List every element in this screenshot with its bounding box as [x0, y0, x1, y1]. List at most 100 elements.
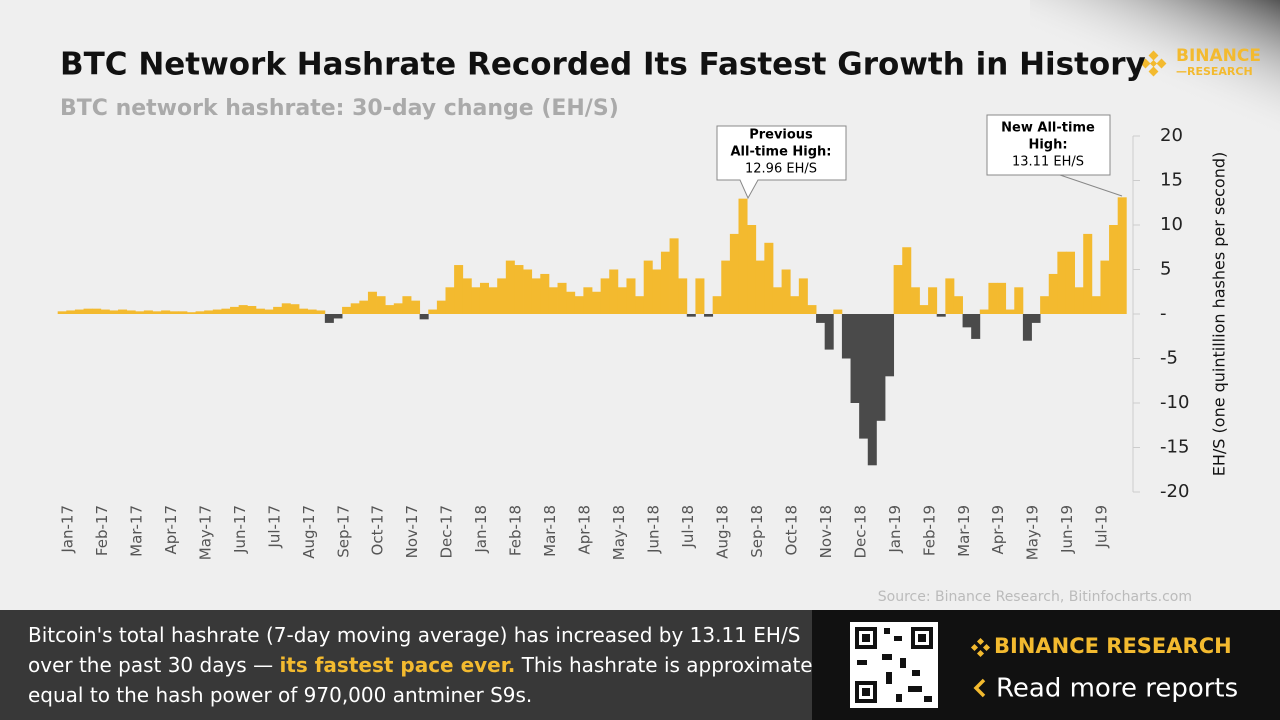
- bar: [928, 287, 938, 314]
- bar: [169, 311, 179, 314]
- bar: [523, 269, 533, 314]
- bar: [479, 282, 489, 314]
- bar: [660, 251, 670, 314]
- bar: [83, 308, 93, 314]
- bar: [367, 291, 377, 314]
- bar: [307, 309, 317, 314]
- bar: [186, 312, 196, 314]
- bar: [393, 303, 403, 314]
- bar: [617, 287, 627, 314]
- bar: [1065, 251, 1076, 314]
- bar: [92, 308, 102, 314]
- x-tick-label: Jan-17: [59, 505, 77, 554]
- bar: [488, 287, 498, 314]
- x-tick-label: Aug-18: [713, 505, 731, 559]
- bar: [738, 198, 748, 314]
- bar: [316, 310, 326, 314]
- footer-line: This hashrate is approximately: [515, 653, 831, 677]
- y-tick-label: -10: [1160, 392, 1189, 413]
- x-tick-label: Oct-17: [369, 505, 387, 555]
- bar: [238, 305, 248, 314]
- x-tick-label: Aug-17: [300, 505, 318, 559]
- x-tick-label: May-18: [610, 505, 628, 560]
- bar: [652, 269, 662, 314]
- y-tick-label: 5: [1160, 259, 1171, 280]
- bar: [807, 305, 817, 314]
- bar: [729, 233, 739, 314]
- bar: [635, 296, 645, 314]
- bar: [945, 278, 955, 314]
- bar: [255, 308, 265, 314]
- footer-line: equal to the hash power of 970,000 antmi…: [28, 683, 533, 707]
- bar: [747, 225, 757, 314]
- chart-subtitle: BTC network hashrate: 30-day change (EH/…: [60, 96, 619, 121]
- chart-title: BTC Network Hashrate Recorded Its Fastes…: [60, 47, 1146, 83]
- x-tick-label: Mar-18: [541, 505, 559, 557]
- chart: BINANCE —RESEARCH BTC Network Hashrate R…: [57, 0, 1280, 605]
- cta[interactable]: Read more reports: [996, 674, 1238, 704]
- bar: [1100, 260, 1110, 314]
- bar: [859, 314, 869, 439]
- bar: [1057, 251, 1067, 314]
- bar: [997, 282, 1007, 314]
- logo-name: BINANCE: [1176, 46, 1261, 66]
- bar: [566, 291, 576, 314]
- x-tick-label: Jul-19: [1093, 505, 1111, 549]
- bar: [936, 314, 946, 317]
- bar: [574, 296, 584, 314]
- bar: [57, 311, 67, 314]
- bar: [402, 296, 412, 314]
- bar: [445, 287, 455, 314]
- bar: [867, 314, 877, 466]
- bar: [411, 300, 421, 314]
- x-tick-label: Jan-18: [472, 505, 490, 554]
- bar: [1074, 287, 1084, 314]
- bar: [893, 265, 903, 314]
- x-tick-label: Oct-18: [782, 505, 800, 555]
- bar: [979, 309, 989, 314]
- y-tick-label: 15: [1160, 170, 1183, 191]
- brand: BINANCE RESEARCH: [994, 634, 1232, 658]
- bar: [557, 282, 567, 314]
- bar: [910, 287, 920, 314]
- bar: [798, 278, 808, 314]
- qr-pattern: [855, 627, 933, 703]
- bar: [143, 310, 153, 314]
- y-axis-label: EH/S (one quintillion hashes per second): [1210, 152, 1229, 476]
- bar: [109, 310, 119, 314]
- bar: [514, 265, 524, 314]
- bar: [1031, 314, 1041, 323]
- bar: [273, 306, 283, 314]
- bar: [298, 308, 309, 314]
- bar: [126, 310, 136, 314]
- bar: [221, 308, 231, 314]
- bar: [436, 300, 446, 314]
- bar: [833, 309, 843, 314]
- bar: [462, 278, 472, 314]
- bar: [919, 305, 929, 314]
- bar: [212, 309, 222, 314]
- bar: [281, 303, 291, 314]
- annotation-value: 13.11 EH/S: [1012, 155, 1084, 170]
- bar: [885, 314, 895, 377]
- bar: [1040, 296, 1050, 314]
- bar: [962, 314, 972, 328]
- x-tick-label: Feb-17: [93, 505, 111, 556]
- bar: [1014, 287, 1024, 314]
- bar: [548, 287, 558, 314]
- x-tick-label: Dec-18: [851, 505, 869, 559]
- bar: [669, 238, 679, 314]
- bar: [790, 296, 800, 314]
- bar: [816, 314, 826, 323]
- bar: [204, 310, 214, 314]
- annotation-line: New All-time: [1001, 121, 1095, 136]
- x-tick-label: Jan-19: [886, 505, 904, 554]
- y-tick-label: 20: [1160, 125, 1183, 146]
- bar: [971, 314, 981, 339]
- bar: [385, 305, 395, 314]
- bar: [988, 282, 998, 314]
- x-tick-label: Jun-17: [231, 505, 249, 554]
- bar: [712, 296, 722, 314]
- bar: [333, 314, 343, 319]
- x-tick-label: May-19: [1024, 505, 1042, 560]
